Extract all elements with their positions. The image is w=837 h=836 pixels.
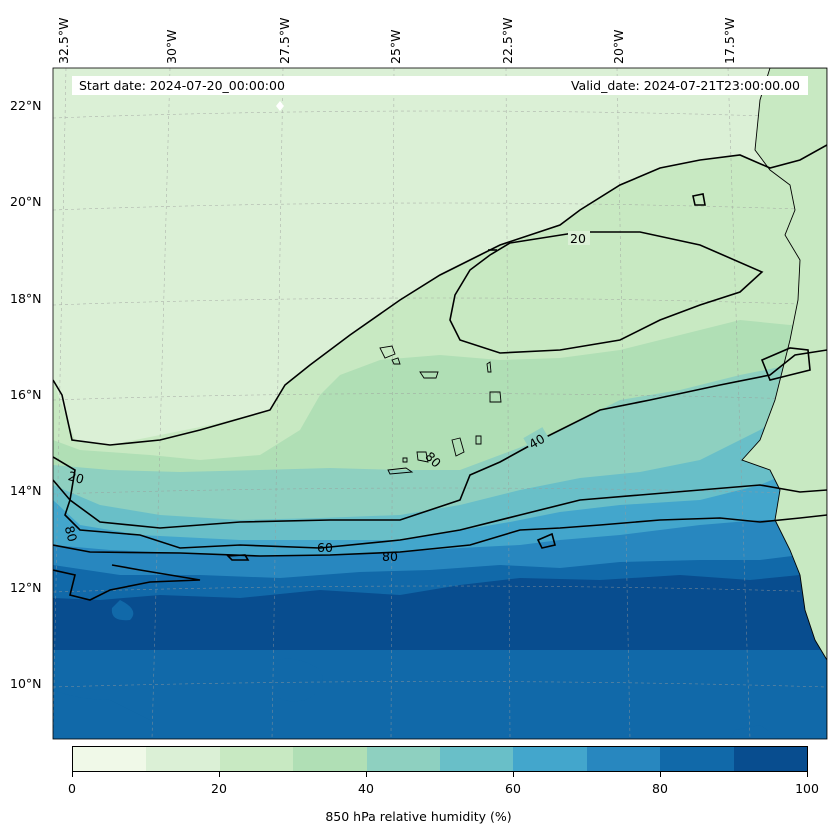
colorbar-segment — [219, 747, 294, 771]
contour-label: 80 — [62, 524, 81, 543]
colorbar-segment — [293, 747, 367, 771]
marker-diamond — [276, 101, 284, 111]
contour-labels: 20 40 20 80 60 80 80 — [62, 231, 590, 564]
colorbar-tick — [366, 772, 367, 777]
lat-label: 20°N — [10, 194, 42, 209]
colorbar-tick — [660, 772, 661, 777]
colorbar-tick-label: 20 — [211, 781, 227, 796]
lon-label: 17.5°W — [722, 17, 737, 64]
contour-label: 20 — [570, 231, 586, 246]
humidity-band-90-100 — [53, 570, 827, 739]
contour-blob — [692, 193, 706, 206]
contour-60 — [53, 479, 827, 549]
valid-date: Valid_date: 2024-07-21T23:00:00.00 — [570, 78, 800, 93]
lon-label: 25°W — [388, 29, 403, 64]
colorbar-label: 850 hPa relative humidity (%) — [325, 809, 512, 824]
lat-label: 12°N — [10, 580, 42, 595]
lon-label: 32.5°W — [56, 17, 71, 64]
colorbar-tick-label: 80 — [652, 781, 668, 796]
lat-label: 22°N — [10, 98, 42, 113]
colorbar-tick-label: 100 — [795, 781, 819, 796]
contour-blob — [536, 532, 556, 549]
colorbar-segment — [733, 747, 808, 771]
contour-20-north — [53, 144, 827, 446]
humidity-patch — [111, 600, 134, 621]
contour-label: 60 — [317, 540, 333, 555]
start-date: Start date: 2024-07-20_00:00:00 — [79, 78, 285, 93]
humidity-patch — [53, 690, 160, 739]
lon-label: 20°W — [611, 29, 626, 64]
lon-label: 27.5°W — [277, 17, 292, 64]
humidity-patch — [270, 658, 323, 702]
graticule — [53, 68, 827, 739]
contour-20-inner — [449, 231, 764, 354]
contour-80 — [53, 514, 827, 557]
plot-frame — [52, 67, 828, 740]
contour-label: 80 — [382, 549, 398, 564]
colorbar-segment — [586, 747, 661, 771]
contour-label: 20 — [66, 468, 85, 487]
colorbar-segment — [660, 747, 734, 771]
colorbar — [72, 746, 808, 772]
colorbar-tick-label: 60 — [505, 781, 521, 796]
colorbar-segment — [513, 747, 587, 771]
lat-label: 18°N — [10, 291, 42, 306]
colorbar-tick — [219, 772, 220, 777]
lon-label: 22.5°W — [500, 17, 515, 64]
date-info-bar: Start date: 2024-07-20_00:00:00 Valid_da… — [72, 76, 808, 95]
colorbar-tick — [807, 772, 808, 777]
lat-label: 14°N — [10, 483, 42, 498]
colorbar-segment — [73, 747, 147, 771]
colorbar-tick — [513, 772, 514, 777]
contour-40 — [53, 349, 827, 529]
colorbar-tick-label: 0 — [68, 781, 76, 796]
colorbar-segment — [366, 747, 441, 771]
lat-label: 16°N — [10, 387, 42, 402]
cape-verde-islands — [379, 345, 502, 475]
lat-label: 10°N — [10, 676, 42, 691]
colorbar-segment — [146, 747, 220, 771]
lon-label: 30°W — [164, 29, 179, 64]
contour-lines — [53, 144, 827, 601]
contour-island-blob — [226, 554, 250, 561]
africa-coastline — [741, 68, 827, 739]
contour-blob — [760, 347, 811, 381]
humidity-patch — [730, 725, 780, 739]
colorbar-segment — [440, 747, 514, 771]
contour-80-south — [53, 564, 201, 601]
colorbar-tick-label: 40 — [358, 781, 374, 796]
colorbar-tick — [72, 772, 73, 777]
contour-label: 40 — [526, 431, 547, 452]
